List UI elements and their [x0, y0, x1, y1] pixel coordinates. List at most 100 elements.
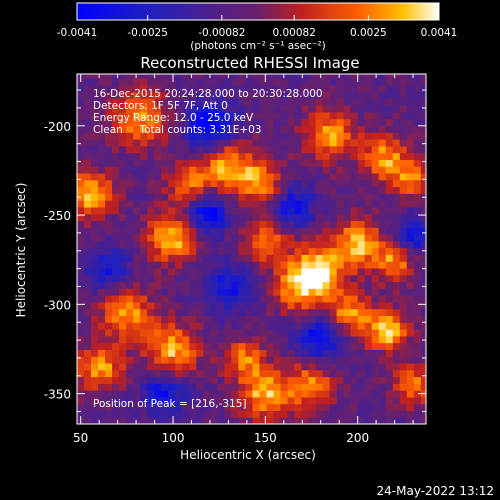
heatmap-cell [238, 267, 247, 276]
heatmap-cell [287, 362, 296, 371]
heatmap-cell [280, 342, 289, 350]
heatmap-cell [161, 84, 169, 93]
heatmap-cell [420, 77, 426, 86]
heatmap-cell [182, 172, 190, 181]
heatmap-cell [378, 193, 387, 201]
heatmap-cell [266, 132, 275, 140]
heatmap-cell [140, 111, 148, 120]
heatmap-cell [84, 227, 92, 235]
heatmap-cell [378, 362, 387, 371]
heatmap-cell [133, 417, 141, 424]
heatmap-cell [238, 288, 247, 296]
heatmap-cell [161, 193, 169, 201]
heatmap-cell [273, 356, 282, 364]
heatmap-cell [406, 172, 415, 181]
heatmap-cell [161, 322, 169, 330]
heatmap-cell [238, 234, 247, 242]
heatmap-cell [168, 145, 176, 154]
heatmap-cell [175, 84, 183, 93]
heatmap-cell [385, 105, 394, 113]
heatmap-cell [112, 329, 120, 337]
heatmap-cell [329, 77, 338, 86]
heatmap-cell [119, 145, 127, 154]
heatmap-cell [210, 206, 218, 215]
heatmap-cell [84, 132, 92, 140]
heatmap-cell [280, 254, 289, 262]
heatmap-cell [406, 403, 415, 412]
heatmap-cell [301, 342, 310, 350]
heatmap-cell [385, 193, 394, 201]
heatmap-cell [196, 261, 204, 269]
heatmap-cell [168, 410, 176, 418]
heatmap-cell [336, 417, 345, 424]
heatmap-cell [308, 329, 317, 337]
heatmap-cell [217, 172, 225, 181]
heatmap-cell [133, 403, 141, 412]
heatmap-cell [357, 206, 366, 215]
heatmap-cell [357, 166, 366, 174]
heatmap-cell [259, 383, 268, 391]
heatmap-cell [343, 301, 352, 310]
heatmap-cell [203, 118, 211, 127]
heatmap-cell [273, 240, 282, 249]
heatmap-cell [322, 254, 331, 262]
heatmap-cell [280, 152, 289, 160]
heatmap-cell [91, 295, 99, 303]
heatmap-cell [161, 396, 169, 405]
heatmap-cell [119, 84, 127, 93]
heatmap-cell [77, 335, 85, 344]
heatmap-cell [112, 240, 120, 249]
heatmap-cell [196, 390, 204, 398]
heatmap-cell [133, 206, 141, 215]
heatmap-cell [189, 193, 197, 201]
heatmap-cell [119, 74, 127, 79]
heatmap-cell [112, 267, 120, 276]
heatmap-cell [77, 132, 85, 140]
heatmap-cell [168, 220, 176, 228]
heatmap-cell [287, 322, 296, 330]
heatmap-cell [378, 125, 387, 133]
heatmap-cell [77, 342, 85, 350]
heatmap-cell [196, 247, 204, 255]
heatmap-cell [231, 261, 239, 269]
heatmap-cell [301, 125, 310, 133]
heatmap-cell [343, 213, 352, 222]
heatmap-cell [105, 77, 113, 86]
heatmap-cell [350, 417, 359, 424]
heatmap-cell [259, 220, 268, 228]
heatmap-cell [112, 125, 120, 133]
heatmap-cell [280, 356, 289, 364]
heatmap-cell [273, 390, 282, 398]
heatmap-cell [350, 356, 359, 364]
heatmap-cell [315, 200, 324, 208]
heatmap-cell [189, 376, 197, 384]
heatmap-cell [182, 98, 190, 106]
heatmap-cell [77, 200, 85, 208]
heatmap-cell [280, 179, 289, 188]
heatmap-cell [294, 369, 303, 378]
heatmap-cell [385, 301, 394, 310]
heatmap-cell [420, 369, 426, 378]
heatmap-cell [189, 247, 197, 255]
heatmap-cell [84, 247, 92, 255]
heatmap-cell [77, 274, 85, 283]
heatmap-cell [133, 261, 141, 269]
heatmap-cell [238, 84, 247, 93]
heatmap-cell [224, 410, 232, 418]
heatmap-cell [336, 247, 345, 255]
heatmap-cell [147, 349, 155, 357]
heatmap-cell [203, 132, 211, 140]
heatmap-cell [154, 172, 162, 181]
heatmap-cell [357, 77, 366, 86]
heatmap-cell [322, 410, 331, 418]
heatmap-cell [182, 234, 190, 242]
heatmap-cell [154, 396, 162, 405]
heatmap-cell [329, 166, 338, 174]
heatmap-cell [301, 295, 310, 303]
heatmap-cell [364, 390, 373, 398]
heatmap-cell [98, 227, 106, 235]
heatmap-cell [77, 159, 85, 167]
heatmap-cell [112, 369, 120, 378]
heatmap-cell [280, 383, 289, 391]
